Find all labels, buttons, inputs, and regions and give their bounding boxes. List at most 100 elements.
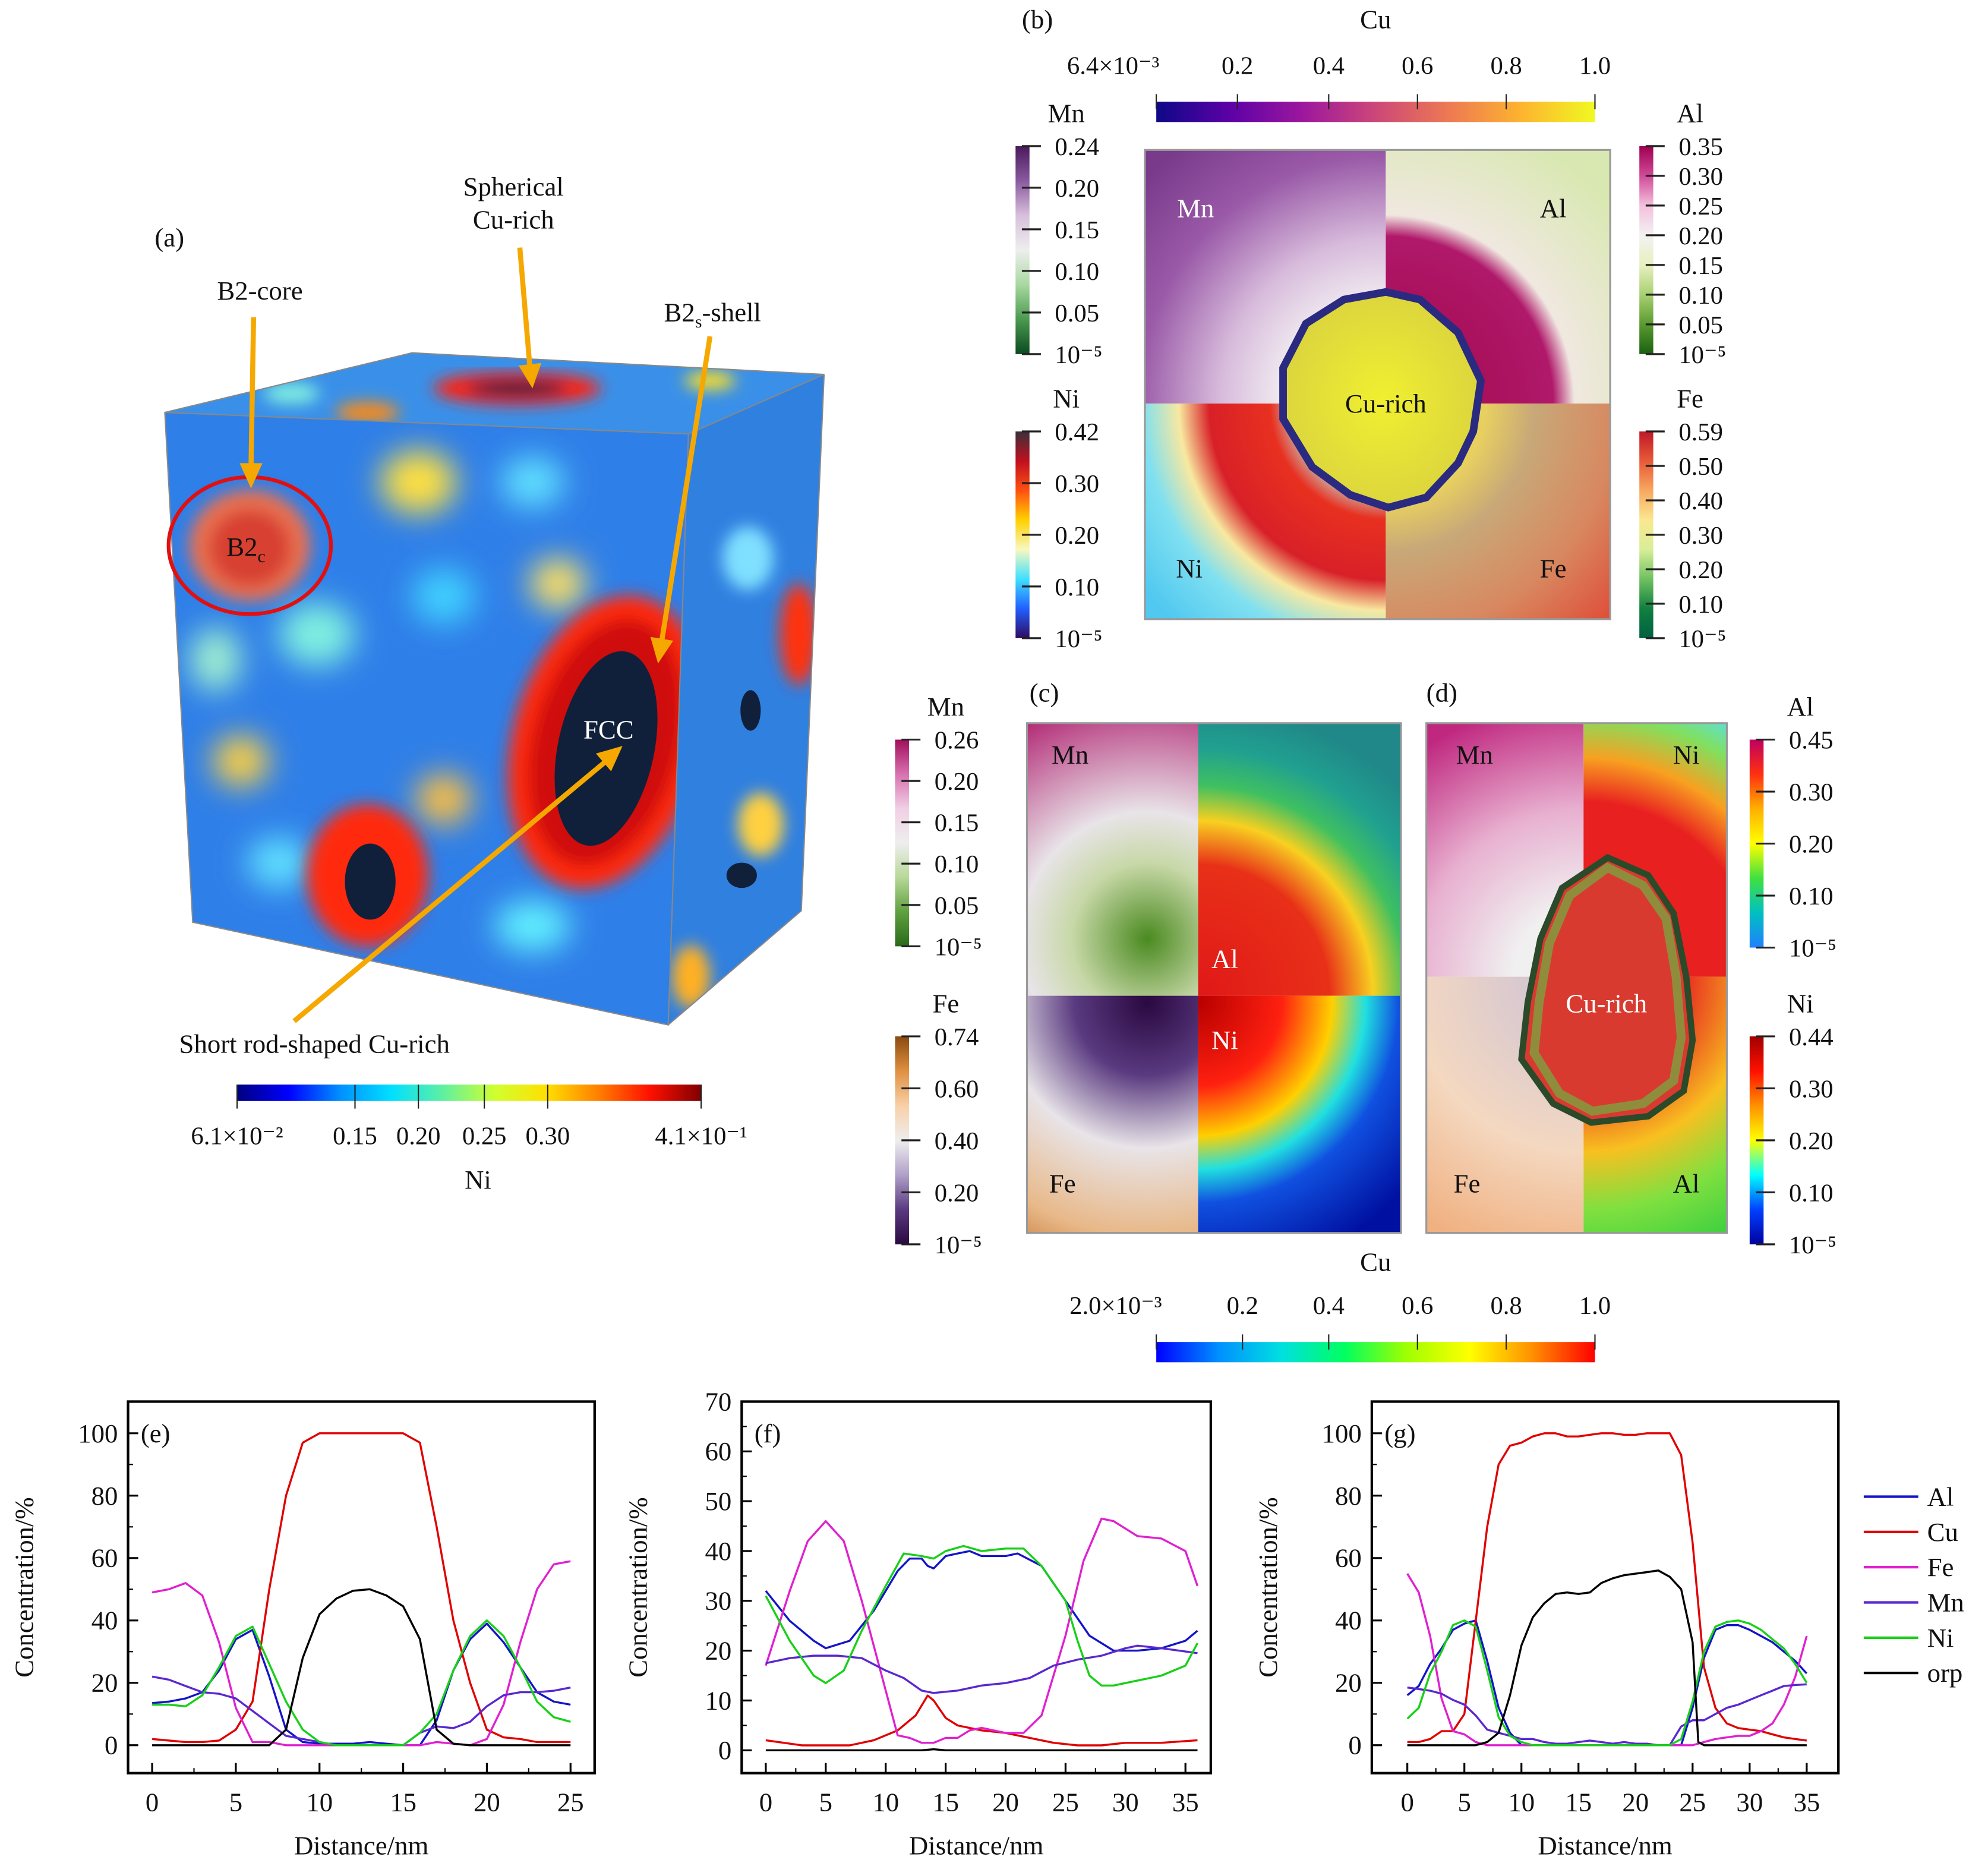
colorbar-title: Fe <box>933 988 960 1018</box>
series-line-ni <box>765 1545 1198 1687</box>
x-tick-label: 20 <box>1622 1788 1649 1817</box>
colorbar-strip <box>895 739 910 947</box>
colorbar-tick-label: 0.60 <box>935 1075 979 1103</box>
y-tick-label: 60 <box>705 1436 731 1466</box>
colorbar-tick-label: 0.30 <box>1055 470 1099 498</box>
colorbar-title: Fe <box>1677 383 1703 413</box>
colorbar-title: Mn <box>1048 98 1085 128</box>
b-quadrant-mn: Mn <box>1177 193 1214 223</box>
colorbar-tick-label: 10⁻⁵ <box>1055 625 1102 653</box>
x-tick-label: 25 <box>557 1788 584 1817</box>
colorbar-tick-label: 0.59 <box>1678 418 1723 446</box>
colorbar-tick-label: 0.15 <box>333 1122 377 1150</box>
y-axis-label: Concentration/% <box>1253 1497 1283 1678</box>
colorbar-tick-label: 10⁻⁵ <box>1678 341 1726 369</box>
colorbar-tick-label: 0.10 <box>1678 591 1723 619</box>
x-tick-label: 20 <box>992 1788 1019 1817</box>
colorbar-tick-label: 10⁻⁵ <box>1789 1231 1836 1259</box>
colorbar-tick-label: 0.25 <box>1678 193 1723 220</box>
colorbar-tick-label: 0.6 <box>1402 52 1433 80</box>
y-tick-label: 0 <box>1348 1731 1361 1760</box>
colorbar-tick-label: 0.05 <box>1678 311 1723 339</box>
colorbar-tick-label: 0.40 <box>935 1127 979 1155</box>
ni-concentration-cube <box>164 352 825 1026</box>
colorbar-tick-label: 0.8 <box>1490 52 1522 80</box>
y-tick-label: 80 <box>1335 1481 1362 1511</box>
x-tick-label: 25 <box>1679 1788 1706 1817</box>
colorbar-tick-label: 1.0 <box>1579 1292 1611 1320</box>
colorbar-strip <box>1015 146 1030 354</box>
panel-a-label: (a) <box>154 222 184 252</box>
colorbar-tick-label: 0.40 <box>1678 487 1723 515</box>
y-tick-label: 0 <box>718 1735 731 1765</box>
x-tick-label: 5 <box>229 1788 242 1817</box>
series-line-cu <box>152 1432 571 1744</box>
colorbar-tick-label: 0.26 <box>935 727 979 755</box>
colorbar-tick-label: 0.4 <box>1313 1292 1345 1320</box>
x-tick-label: 0 <box>146 1788 159 1817</box>
colorbar-tick-label: 0.10 <box>1789 1179 1834 1207</box>
d-quadrant-mn: Mn <box>1456 740 1493 770</box>
spherical-annotation-line1: Spherical <box>463 172 564 201</box>
colorbar-tick-label: 0.10 <box>1678 282 1723 310</box>
x-axis-label: Distance/nm <box>294 1830 429 1860</box>
c-quadrant-ni: Ni <box>1211 1025 1238 1055</box>
mn-colorbar-c: 0.26 0.20 0.15 0.10 0.05 10⁻⁵ Mn <box>895 692 982 961</box>
colorbar-tick-label: 0.05 <box>1055 300 1099 327</box>
colorbar-tick-label: 0.20 <box>935 1179 979 1207</box>
d-quadrant-ni: Ni <box>1673 740 1700 770</box>
colorbar-tick-label: 0.30 <box>1678 163 1723 191</box>
chart-e: 0 5 10 15 20 25 0 20 40 60 80 100 Distance/nm Concent… <box>9 1400 596 1860</box>
legend-label: Ni <box>1927 1623 1954 1653</box>
panel-c-map <box>1025 722 1402 1234</box>
d-quadrant-al: Al <box>1673 1168 1700 1198</box>
fcc-label: FCC <box>583 714 634 744</box>
panel-label: (f) <box>755 1419 781 1448</box>
colorbar-tick-label: 0.35 <box>1678 133 1723 161</box>
colorbar-tick-label: 0.30 <box>1789 1075 1834 1103</box>
colorbar-tick-label: 6.1×10⁻² <box>191 1122 283 1150</box>
colorbar-tick-label: 0.15 <box>1678 252 1723 280</box>
panel-c-label: (c) <box>1030 678 1059 708</box>
cu-rich-precipitate <box>1279 288 1485 512</box>
legend: Al Cu Fe Mn Ni orp <box>1863 1482 1964 1688</box>
x-axis-label: Distance/nm <box>1538 1830 1673 1860</box>
colorbar-tick-label: 1.0 <box>1579 52 1611 80</box>
series-line-orp <box>152 1588 571 1747</box>
cu-rich-rod-precipitate <box>1518 853 1696 1126</box>
colorbar-tick-label: 0.8 <box>1490 1292 1522 1320</box>
colorbar-tick-label: 0.15 <box>1055 216 1099 244</box>
c-quadrant-al: Al <box>1211 944 1238 974</box>
legend-label: Cu <box>1927 1517 1958 1547</box>
colorbar-title: Al <box>1677 98 1703 128</box>
colorbar-tick-label: 0.50 <box>1678 453 1723 481</box>
colorbar-tick-label: 0.42 <box>1055 418 1099 446</box>
x-tick-label: 0 <box>1400 1788 1413 1817</box>
ni-colorbar-b: 0.42 0.30 0.20 0.10 10⁻⁵ Ni <box>1015 383 1102 653</box>
series-line-al <box>765 1550 1198 1652</box>
panel-b-map <box>1144 149 1611 620</box>
y-tick-label: 50 <box>705 1486 731 1516</box>
y-tick-label: 0 <box>105 1731 118 1760</box>
panel-b: (b) Mn Al Ni Fe Cu-rich 6.4×10⁻³ 0.2 0.4 0.… <box>1015 4 1726 653</box>
colorbar-tick-label: 0.20 <box>1055 522 1099 550</box>
panel-label: (g) <box>1384 1419 1415 1448</box>
x-tick-label: 10 <box>1508 1788 1535 1817</box>
plot-frame <box>1370 1400 1840 1774</box>
colorbar-tick-label: 0.15 <box>935 809 979 837</box>
spherical-annotation-line2: Cu-rich <box>473 205 554 235</box>
y-tick-label: 100 <box>78 1419 118 1448</box>
y-tick-label: 40 <box>91 1606 118 1635</box>
colorbar-tick-label: 6.4×10⁻³ <box>1067 52 1159 80</box>
series-line-fe <box>765 1517 1199 1744</box>
colorbar-tick-label: 10⁻⁵ <box>935 933 982 961</box>
b-cu-rich-label: Cu-rich <box>1345 389 1427 418</box>
x-tick-label: 15 <box>390 1788 416 1817</box>
y-tick-label: 30 <box>705 1586 731 1616</box>
y-tick-label: 10 <box>705 1685 731 1715</box>
y-tick-label: 20 <box>705 1636 731 1666</box>
c-quadrant-fe: Fe <box>1049 1168 1076 1198</box>
x-tick-label: 25 <box>1052 1788 1079 1817</box>
x-tick-label: 5 <box>819 1788 832 1817</box>
